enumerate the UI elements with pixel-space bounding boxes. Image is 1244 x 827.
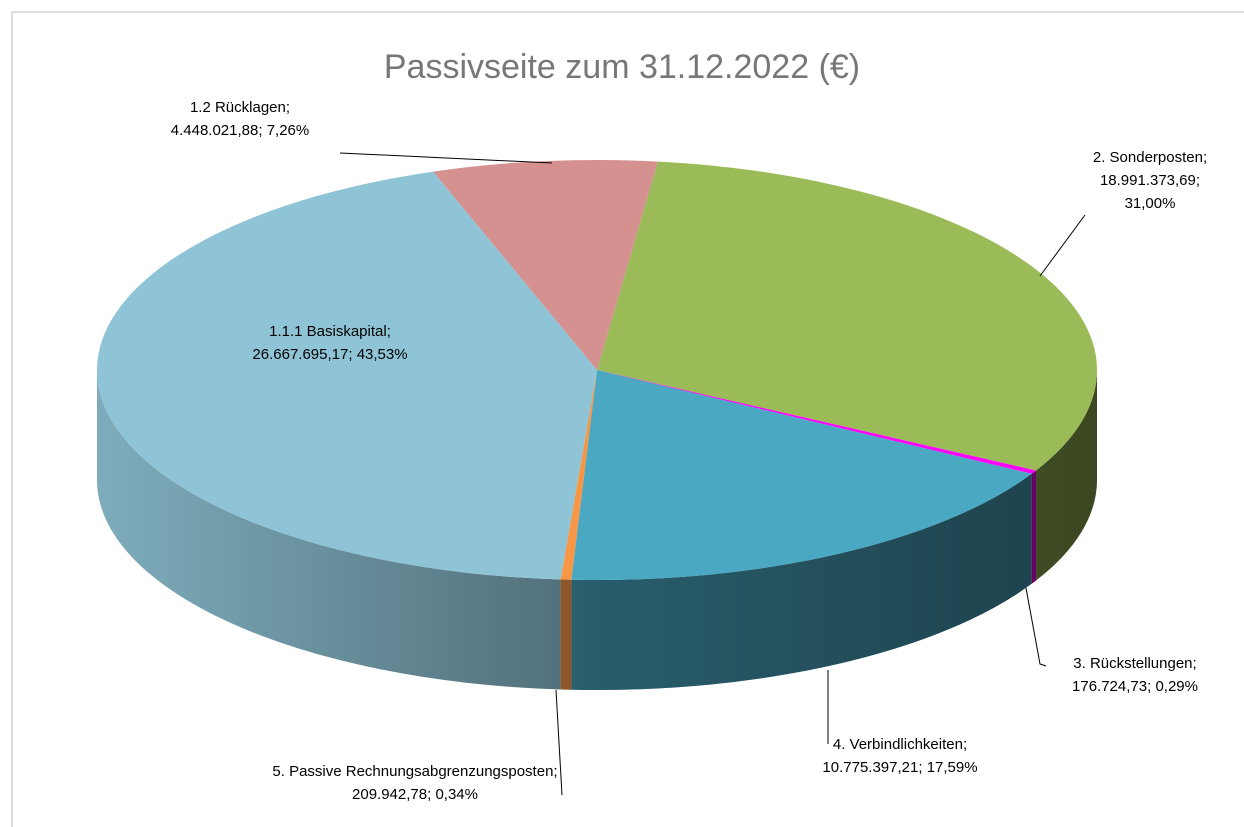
label-name: 5. Passive Rechnungsabgrenzungsposten bbox=[272, 763, 554, 780]
label-name: 1.2 Rücklagen bbox=[189, 99, 286, 116]
label-name: 2. Sonderposten bbox=[1092, 149, 1203, 166]
label-line: 1.2 Rücklagen; bbox=[140, 96, 340, 119]
data-label: 2. Sonderposten; 18.991.373,69; 31,00% bbox=[1070, 146, 1230, 215]
slice bbox=[571, 370, 1032, 580]
label-separator: ; bbox=[258, 122, 263, 139]
leader-line bbox=[555, 689, 563, 796]
label-percent: 17,59% bbox=[926, 759, 978, 776]
label-line: 176.724,73; 0,29% bbox=[1040, 675, 1230, 698]
label-separator: ; bbox=[1202, 149, 1208, 166]
label-separator: ; bbox=[1195, 172, 1201, 189]
data-label: 3. Rückstellungen; 176.724,73; 0,29% bbox=[1040, 652, 1230, 698]
label-line: 10.775.397,21; 17,59% bbox=[780, 756, 1020, 779]
label-line: 18.991.373,69; bbox=[1070, 169, 1230, 192]
label-percent: 0,34% bbox=[435, 786, 478, 803]
label-percent: 0,29% bbox=[1155, 678, 1198, 695]
data-label: 1.1.1 Basiskapital; 26.667.695,17; 43,53% bbox=[200, 320, 460, 366]
slice bbox=[597, 161, 1097, 471]
label-percent: 7,26% bbox=[266, 122, 310, 139]
side-shade bbox=[1036, 370, 1097, 581]
label-value: 209.942,78 bbox=[352, 786, 428, 803]
label-line: 4.448.021,88; 7,26% bbox=[140, 119, 340, 142]
label-separator: ; bbox=[553, 763, 558, 780]
label-line: 3. Rückstellungen; bbox=[1040, 652, 1230, 675]
leader-line bbox=[339, 152, 553, 164]
label-line: 4. Verbindlichkeiten; bbox=[780, 733, 1020, 756]
label-value: 18.991.373,69 bbox=[1099, 172, 1196, 189]
slice bbox=[433, 160, 658, 370]
label-separator: ; bbox=[427, 786, 432, 803]
label-separator: ; bbox=[1147, 678, 1152, 695]
label-percent: 31,00% bbox=[1124, 195, 1176, 212]
label-value: 176.724,73 bbox=[1072, 678, 1148, 695]
label-name: 4. Verbindlichkeiten bbox=[832, 736, 963, 753]
label-value: 4.448.021,88 bbox=[170, 122, 259, 139]
label-line: 209.942,78; 0,34% bbox=[265, 783, 565, 806]
chart-title: Passivseite zum 31.12.2022 (€) bbox=[383, 48, 861, 86]
label-line: 31,00% bbox=[1070, 192, 1230, 215]
side-shade bbox=[571, 473, 1032, 690]
label-value: 26.667.695,17 bbox=[252, 346, 349, 363]
side-shade bbox=[97, 370, 561, 690]
label-separator: ; bbox=[348, 346, 353, 363]
frame bbox=[11, 11, 1244, 827]
label-separator: ; bbox=[386, 323, 391, 340]
label-percent: 43,53% bbox=[356, 346, 408, 363]
label-line: 1.1.1 Basiskapital; bbox=[200, 320, 460, 343]
label-value: 10.775.397,21 bbox=[822, 759, 919, 776]
side-shade bbox=[560, 579, 572, 690]
label-line: 2. Sonderposten; bbox=[1070, 146, 1230, 169]
data-label: 4. Verbindlichkeiten; 10.775.397,21; 17,5… bbox=[780, 733, 1020, 779]
label-separator: ; bbox=[1192, 655, 1197, 672]
leader-line bbox=[1039, 214, 1086, 277]
slice bbox=[597, 370, 1037, 474]
data-label: 5. Passive Rechnungsabgrenzungsposten; 20… bbox=[265, 760, 565, 806]
label-name: 3. Rückstellungen bbox=[1073, 655, 1193, 672]
slice bbox=[96, 171, 598, 580]
label-separator: ; bbox=[918, 759, 923, 776]
label-line: 5. Passive Rechnungsabgrenzungsposten; bbox=[265, 760, 565, 783]
leader-line bbox=[1025, 587, 1047, 667]
label-separator: ; bbox=[285, 99, 291, 116]
side-shade bbox=[1031, 470, 1037, 584]
label-separator: ; bbox=[962, 736, 968, 753]
label-name: 1.1.1 Basiskapital bbox=[269, 323, 387, 340]
label-line: 26.667.695,17; 43,53% bbox=[200, 343, 460, 366]
data-label: 1.2 Rücklagen; 4.448.021,88; 7,26% bbox=[140, 96, 340, 142]
slice bbox=[560, 370, 597, 580]
